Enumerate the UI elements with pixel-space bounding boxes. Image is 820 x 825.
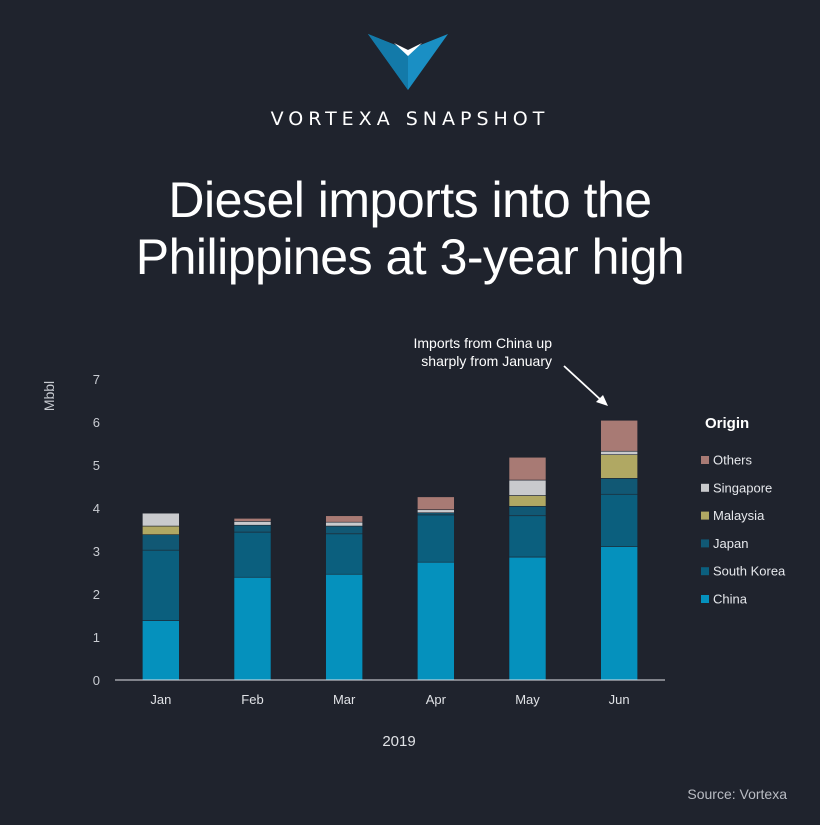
bar-segment-china-jan xyxy=(142,620,180,681)
x-tick-label: Mar xyxy=(333,692,356,707)
bar-segment-singapore-apr xyxy=(417,509,455,514)
y-tick-label: 5 xyxy=(93,458,100,473)
y-tick-label: 1 xyxy=(93,630,100,645)
bar-stack-apr xyxy=(417,496,455,681)
title-line-1: Diesel imports into the xyxy=(168,172,652,228)
bar-segment-others-apr xyxy=(417,496,455,511)
legend-items: Others Singapore Malaysia Japan South Korea C… xyxy=(701,453,786,607)
x-axis-label: 2019 xyxy=(382,733,415,750)
bar-stack-jun xyxy=(600,419,638,681)
bar-segment-china-jun xyxy=(600,546,638,681)
legend-swatch xyxy=(701,539,709,548)
bar-stack-mar xyxy=(325,515,363,681)
bar-segment-china-may xyxy=(508,556,547,681)
legend-label: China xyxy=(713,592,748,607)
bar-segment-japan-may xyxy=(508,505,547,517)
bar-segment-malaysia-jun xyxy=(600,454,638,479)
legend-label: Malaysia xyxy=(713,508,765,523)
legend-label: Japan xyxy=(713,536,748,551)
chart-annotation: Imports from China up sharply from Janua… xyxy=(414,335,608,406)
legend-label: Others xyxy=(713,453,753,468)
bar-segment-south-korea-may xyxy=(508,515,547,558)
bar-segment-south-korea-mar xyxy=(325,533,363,575)
bar-segment-japan-jan xyxy=(142,534,180,551)
annotation-arrow-line xyxy=(563,365,603,402)
legend-item-others: Others xyxy=(701,453,753,468)
bar-segment-south-korea-jan xyxy=(142,549,180,621)
annotation-arrow-head-icon xyxy=(596,395,608,406)
legend-item-japan: Japan xyxy=(701,536,748,551)
bar-segment-south-korea-jun xyxy=(600,493,638,547)
legend-swatch xyxy=(701,483,709,492)
x-tick-label: Feb xyxy=(241,692,263,707)
x-tick-label: Jan xyxy=(150,692,171,707)
bar-segment-others-mar xyxy=(325,515,363,523)
legend-swatch xyxy=(701,567,709,576)
legend-label: South Korea xyxy=(713,564,786,579)
annotation-line-1: Imports from China up xyxy=(414,335,553,351)
title-line-2: Philippines at 3-year high xyxy=(135,229,685,285)
bar-segment-china-apr xyxy=(417,561,455,681)
bar-stack-jan xyxy=(142,512,180,681)
bar-segment-others-may xyxy=(508,456,547,481)
source-note: Source: Vortexa xyxy=(687,786,787,802)
bar-segment-others-jun xyxy=(600,419,638,452)
legend-swatch xyxy=(701,595,709,603)
y-tick-label: 2 xyxy=(93,587,100,602)
brand-name: VORTEXA SNAPSHOT xyxy=(270,108,550,130)
bar-segment-japan-apr xyxy=(417,512,455,516)
vortexa-logo-icon xyxy=(368,34,448,90)
legend-item-malaysia: Malaysia xyxy=(701,508,765,523)
bar-segment-malaysia-may xyxy=(508,495,547,507)
bar-segment-malaysia-jan xyxy=(142,525,180,535)
bar-segment-japan-jun xyxy=(600,478,638,495)
legend-label: Singapore xyxy=(713,480,772,495)
bar-segment-china-mar xyxy=(325,573,363,681)
legend-swatch xyxy=(701,456,709,464)
legend-item-china: China xyxy=(701,592,748,607)
y-tick-label: 3 xyxy=(93,544,100,559)
x-axis: Jan Feb Mar Apr May Jun xyxy=(150,692,629,707)
bar-segment-south-korea-apr xyxy=(417,514,455,563)
page-title: Diesel imports into the Philippines at 3… xyxy=(0,172,820,286)
x-tick-label: Apr xyxy=(426,692,447,707)
bar-stack-feb xyxy=(233,518,272,681)
bar-segment-singapore-feb xyxy=(233,521,272,526)
bar-stack-may xyxy=(508,456,547,681)
y-axis: 0 1 2 3 4 5 6 7 xyxy=(93,372,100,688)
legend-title: Origin xyxy=(705,415,749,432)
bar-segment-singapore-mar xyxy=(325,521,363,527)
legend-item-south-korea: South Korea xyxy=(701,564,786,579)
bar-segment-japan-feb xyxy=(233,524,272,533)
bar-segment-others-feb xyxy=(233,518,272,522)
y-tick-label: 6 xyxy=(93,415,100,430)
bars xyxy=(142,419,638,681)
y-axis-label: Mbbl xyxy=(41,381,57,411)
y-tick-label: 7 xyxy=(93,372,100,387)
x-tick-label: May xyxy=(515,692,540,707)
bar-segment-japan-mar xyxy=(325,525,363,535)
legend-item-singapore: Singapore xyxy=(701,480,772,495)
annotation-line-2: sharply from January xyxy=(421,353,552,369)
y-tick-label: 4 xyxy=(93,501,100,516)
bar-segment-china-feb xyxy=(233,576,272,681)
legend: Origin Others Singapore Malaysia Japan South… xyxy=(701,415,786,607)
x-tick-label: Jun xyxy=(609,692,630,707)
y-tick-label: 0 xyxy=(93,673,100,688)
bar-segment-singapore-jun xyxy=(600,450,638,455)
legend-swatch xyxy=(701,511,709,520)
bar-segment-singapore-jan xyxy=(142,512,180,527)
bar-segment-singapore-may xyxy=(508,479,547,496)
bar-segment-south-korea-feb xyxy=(233,531,272,578)
